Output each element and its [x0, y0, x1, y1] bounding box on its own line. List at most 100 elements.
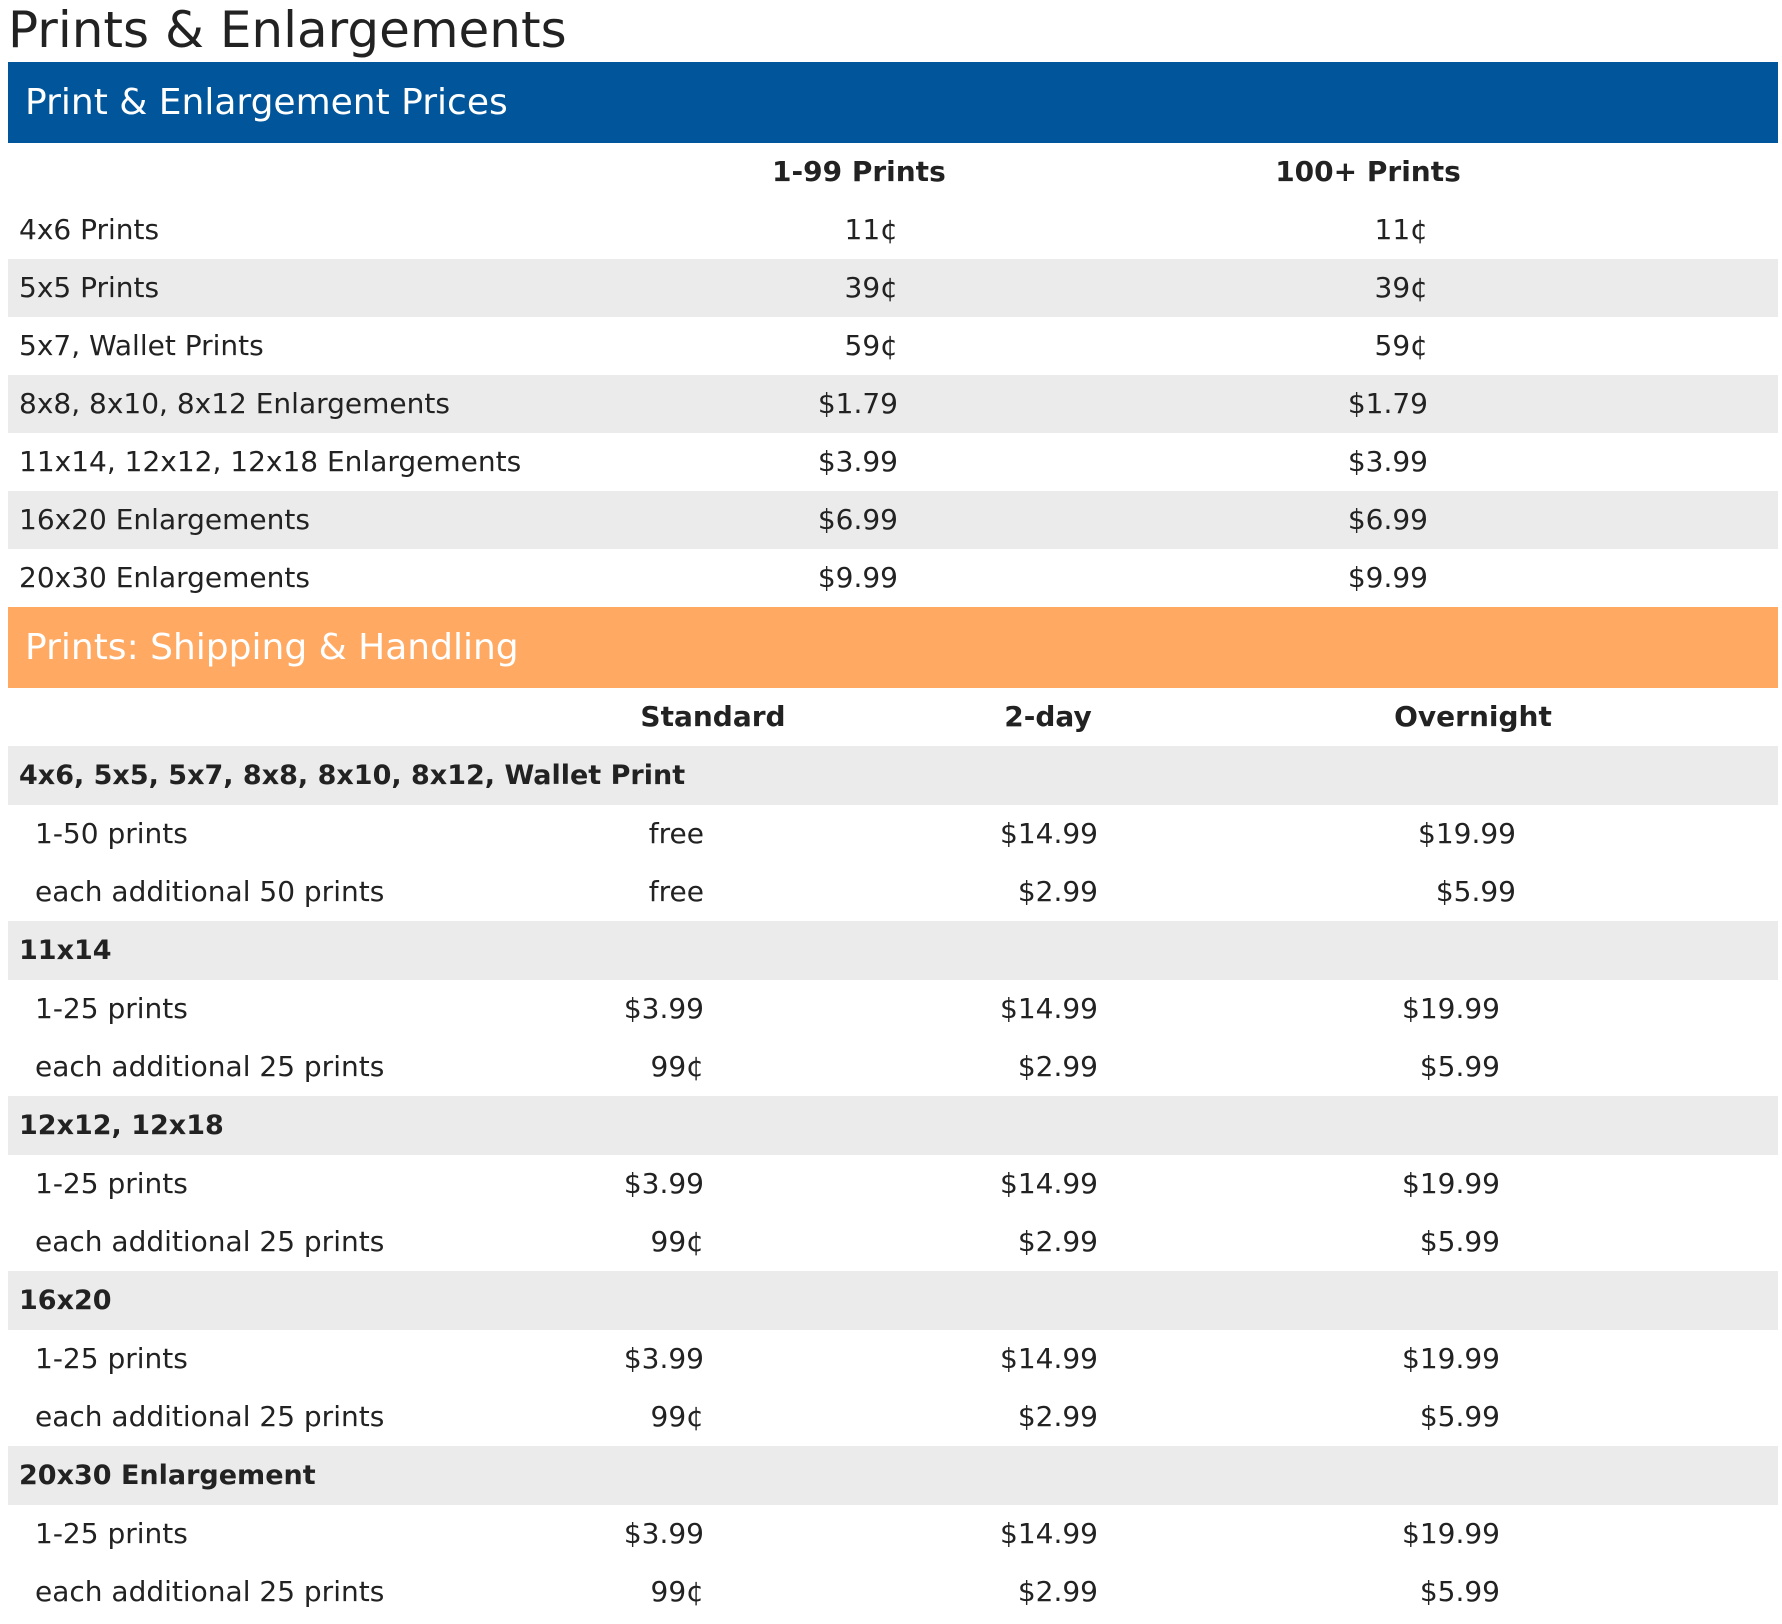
shipping-overnight-price: $19.99 — [1418, 817, 1516, 850]
price-100-plus: $1.79 — [1347, 387, 1428, 420]
price-1-99: $3.99 — [817, 445, 898, 478]
shipping-overnight-price: $19.99 — [1402, 1517, 1500, 1550]
shipping-group-row: 20x30 Enlargement — [8, 1446, 1778, 1505]
price-row-label: 20x30 Enlargements — [19, 561, 310, 594]
shipping-row-label: each additional 50 prints — [35, 875, 385, 908]
price-row-label: 4x6 Prints — [19, 213, 160, 246]
shipping-row: each additional 50 prints free $2.99 $5.99 — [8, 863, 1778, 921]
shipping-row-label: each additional 25 prints — [35, 1050, 385, 1083]
shipping-row: 1-25 prints $3.99 $14.99 $19.99 — [8, 1330, 1778, 1388]
price-1-99: 59¢ — [844, 329, 898, 362]
price-row-label: 11x14, 12x12, 12x18 Enlargements — [19, 445, 522, 478]
shipping-2-day-price: $14.99 — [1000, 1517, 1098, 1550]
shipping-2-day-price: $2.99 — [1017, 1050, 1098, 1083]
shipping-standard-price: $3.99 — [623, 992, 704, 1025]
price-row: 11x14, 12x12, 12x18 Enlargements $3.99 $3.… — [8, 433, 1778, 491]
shipping-2-day-price: $2.99 — [1017, 1400, 1098, 1433]
price-row: 20x30 Enlargements $9.99 $9.99 — [8, 549, 1778, 607]
shipping-row: each additional 25 prints 99¢ $2.99 $5.99 — [8, 1038, 1778, 1096]
price-1-99: $9.99 — [817, 561, 898, 594]
price-row: 16x20 Enlargements $6.99 $6.99 — [8, 491, 1778, 549]
shipping-standard-price: $3.99 — [623, 1167, 704, 1200]
shipping-row: each additional 25 prints 99¢ $2.99 $5.99 — [8, 1563, 1778, 1621]
price-section-header: Print & Enlargement Prices — [8, 62, 1778, 143]
price-1-99: 39¢ — [844, 271, 898, 304]
shipping-2-day-price: $2.99 — [1017, 1225, 1098, 1258]
shipping-col-header-overnight: Overnight — [1394, 700, 1552, 733]
shipping-row-label: each additional 25 prints — [35, 1575, 385, 1608]
shipping-row: 1-25 prints $3.99 $14.99 $19.99 — [8, 980, 1778, 1038]
price-row: 5x5 Prints 39¢ 39¢ — [8, 259, 1778, 317]
shipping-2-day-price: $14.99 — [1000, 992, 1098, 1025]
shipping-section-header: Prints: Shipping & Handling — [8, 607, 1778, 688]
shipping-row-label: each additional 25 prints — [35, 1225, 385, 1258]
shipping-row: 1-25 prints $3.99 $14.99 $19.99 — [8, 1505, 1778, 1563]
shipping-rows: 4x6, 5x5, 5x7, 8x8, 8x10, 8x12, Wallet P… — [8, 746, 1778, 1621]
shipping-2-day-price: $14.99 — [1000, 817, 1098, 850]
shipping-group-label: 20x30 Enlargement — [19, 1460, 316, 1491]
shipping-col-header-2-day: 2-day — [1004, 700, 1092, 733]
price-header-row: 1-99 Prints 100+ Prints — [8, 143, 1778, 201]
shipping-overnight-price: $5.99 — [1435, 875, 1516, 908]
shipping-row-label: 1-25 prints — [35, 1517, 188, 1550]
price-table: 1-99 Prints 100+ Prints 4x6 Prints 11¢ 11¢… — [8, 143, 1778, 607]
shipping-group-row: 12x12, 12x18 — [8, 1096, 1778, 1155]
shipping-standard-price: 99¢ — [650, 1575, 704, 1608]
shipping-row: each additional 25 prints 99¢ $2.99 $5.99 — [8, 1388, 1778, 1446]
shipping-standard-price: $3.99 — [623, 1517, 704, 1550]
shipping-2-day-price: $2.99 — [1017, 875, 1098, 908]
shipping-group-label: 16x20 — [19, 1285, 112, 1316]
shipping-standard-price: 99¢ — [650, 1400, 704, 1433]
price-row-label: 5x5 Prints — [19, 271, 160, 304]
shipping-2-day-price: $14.99 — [1000, 1167, 1098, 1200]
price-100-plus: $6.99 — [1347, 503, 1428, 536]
price-row-label: 16x20 Enlargements — [19, 503, 310, 536]
price-100-plus: 11¢ — [1374, 213, 1428, 246]
shipping-standard-price: $3.99 — [623, 1342, 704, 1375]
price-1-99: 11¢ — [844, 213, 898, 246]
shipping-overnight-price: $5.99 — [1419, 1400, 1500, 1433]
shipping-overnight-price: $19.99 — [1402, 1167, 1500, 1200]
shipping-row: each additional 25 prints 99¢ $2.99 $5.99 — [8, 1213, 1778, 1271]
shipping-header-row: Standard 2-day Overnight — [8, 688, 1778, 746]
price-1-99: $1.79 — [817, 387, 898, 420]
shipping-table: Standard 2-day Overnight 4x6, 5x5, 5x7, … — [8, 688, 1778, 1621]
price-100-plus: 39¢ — [1374, 271, 1428, 304]
price-col-header-100-plus: 100+ Prints — [1275, 155, 1461, 188]
price-row: 5x7, Wallet Prints 59¢ 59¢ — [8, 317, 1778, 375]
price-100-plus: $3.99 — [1347, 445, 1428, 478]
shipping-row-label: 1-25 prints — [35, 1342, 188, 1375]
price-row-label: 8x8, 8x10, 8x12 Enlargements — [19, 387, 450, 420]
price-100-plus: $9.99 — [1347, 561, 1428, 594]
price-row: 8x8, 8x10, 8x12 Enlargements $1.79 $1.79 — [8, 375, 1778, 433]
shipping-row: 1-25 prints $3.99 $14.99 $19.99 — [8, 1155, 1778, 1213]
shipping-overnight-price: $5.99 — [1419, 1225, 1500, 1258]
shipping-standard-price: 99¢ — [650, 1225, 704, 1258]
shipping-group-label: 12x12, 12x18 — [19, 1110, 224, 1141]
shipping-overnight-price: $19.99 — [1402, 992, 1500, 1025]
shipping-row: 1-50 prints free $14.99 $19.99 — [8, 805, 1778, 863]
shipping-group-label: 11x14 — [19, 935, 112, 966]
shipping-group-row: 11x14 — [8, 921, 1778, 980]
price-row: 4x6 Prints 11¢ 11¢ — [8, 201, 1778, 259]
shipping-col-header-standard: Standard — [640, 700, 786, 733]
shipping-standard-price: free — [648, 817, 704, 850]
price-col-header-1-99: 1-99 Prints — [772, 155, 946, 188]
shipping-2-day-price: $14.99 — [1000, 1342, 1098, 1375]
shipping-group-row: 16x20 — [8, 1271, 1778, 1330]
shipping-group-label: 4x6, 5x5, 5x7, 8x8, 8x10, 8x12, Wallet P… — [19, 760, 686, 791]
shipping-overnight-price: $5.99 — [1419, 1050, 1500, 1083]
shipping-row-label: 1-50 prints — [35, 817, 188, 850]
shipping-row-label: 1-25 prints — [35, 992, 188, 1025]
shipping-row-label: each additional 25 prints — [35, 1400, 385, 1433]
shipping-standard-price: free — [648, 875, 704, 908]
shipping-overnight-price: $19.99 — [1402, 1342, 1500, 1375]
shipping-standard-price: 99¢ — [650, 1050, 704, 1083]
price-1-99: $6.99 — [817, 503, 898, 536]
shipping-overnight-price: $5.99 — [1419, 1575, 1500, 1608]
price-rows: 4x6 Prints 11¢ 11¢ 5x5 Prints 39¢ 39¢ 5x7, Wal… — [8, 201, 1778, 607]
shipping-row-label: 1-25 prints — [35, 1167, 188, 1200]
price-100-plus: 59¢ — [1374, 329, 1428, 362]
shipping-group-row: 4x6, 5x5, 5x7, 8x8, 8x10, 8x12, Wallet P… — [8, 746, 1778, 805]
shipping-2-day-price: $2.99 — [1017, 1575, 1098, 1608]
